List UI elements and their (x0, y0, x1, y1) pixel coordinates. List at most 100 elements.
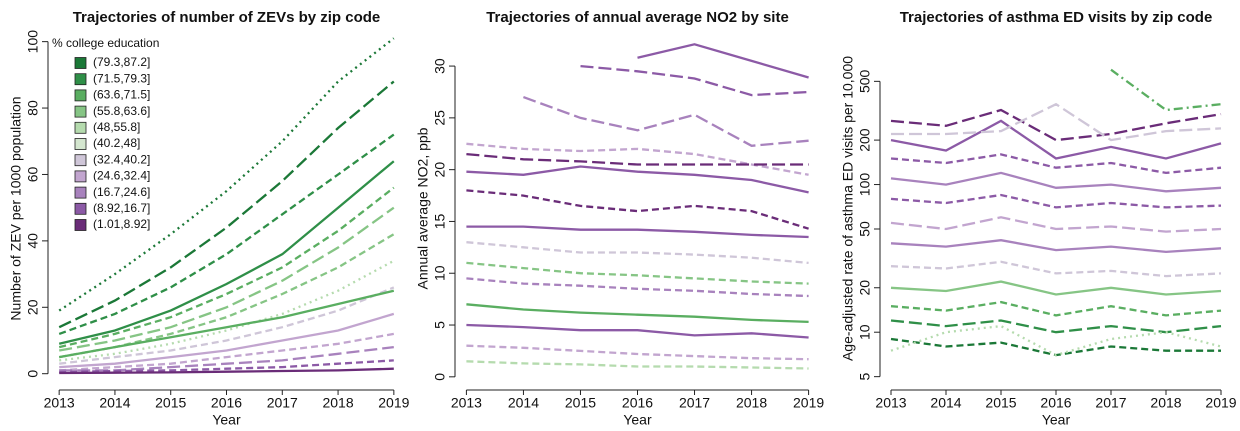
legend-label: (1.01,8.92] (93, 217, 150, 231)
trajectory-line (58, 160, 395, 345)
y-tick-label: 50 (857, 221, 873, 237)
trajectory-line (890, 319, 1222, 334)
trajectory-line (59, 367, 394, 375)
x-tick-label: 2014 (930, 395, 961, 411)
legend-swatch (74, 219, 87, 231)
trajectory-line (580, 64, 809, 97)
trajectory-line (891, 102, 1222, 142)
legend-swatch (74, 57, 87, 69)
trajectory-line (466, 142, 809, 176)
trajectory-line (58, 37, 395, 312)
legend-swatch (74, 202, 87, 215)
trajectory-line (466, 189, 809, 230)
x-tick-label: 2016 (622, 395, 653, 411)
legend-label: (8.92,16.7] (93, 201, 150, 215)
trajectory-line (58, 133, 395, 335)
legend-title: % college education (52, 36, 159, 50)
trajectory-line (890, 280, 1222, 296)
x-tick-label: 2014 (508, 395, 539, 411)
legend-swatch (74, 138, 87, 150)
trajectory-line (890, 260, 1222, 278)
y-tick-label: 25 (432, 110, 448, 126)
x-tick-label: 2015 (985, 395, 1016, 411)
legend-label: (79.3,87.2] (93, 55, 150, 69)
trajectory-line (58, 233, 395, 359)
legend-label: (71.5,79.3] (93, 71, 150, 85)
x-tick-label: 2013 (44, 395, 75, 411)
trajectory-line (59, 312, 395, 369)
legend-swatch (74, 186, 87, 199)
trajectory-line (59, 286, 395, 365)
trajectory-line (59, 332, 395, 372)
x-tick-label: 2016 (1040, 395, 1071, 411)
y-tick-label: 80 (25, 100, 41, 116)
y-tick-label: 5 (857, 373, 873, 381)
x-tick-label: 2017 (267, 395, 298, 411)
trajectory-line (58, 206, 395, 352)
trajectory-line (890, 300, 1222, 317)
trajectory-line (890, 171, 1222, 193)
legend-label: (55.8,63.6] (93, 104, 150, 118)
x-tick-label: 2018 (322, 395, 353, 411)
y-tick-label: 40 (25, 233, 41, 249)
x-tick-label: 2013 (875, 395, 906, 411)
trajectory-line (59, 359, 394, 374)
y-tick-label: 0 (25, 370, 41, 378)
x-tick-label: 2018 (1150, 395, 1181, 411)
trajectory-line (1110, 68, 1222, 112)
x-tick-label: 2015 (565, 395, 596, 411)
trajectory-line (890, 337, 1221, 357)
y-tick-label: 20 (25, 299, 41, 315)
x-tick-label: 2014 (99, 395, 130, 411)
y-tick-label: 500 (857, 69, 873, 93)
legend-swatch (74, 121, 87, 134)
legend-swatch (74, 105, 87, 118)
trajectory-line (890, 119, 1222, 160)
trajectory-line (466, 303, 809, 324)
y-tick-label: 30 (432, 58, 448, 74)
legend-label: (40.2,48] (93, 136, 140, 150)
trajectory-line (466, 277, 809, 298)
legend-label: (63.6,71.5] (93, 88, 150, 102)
x-tick-label: 2019 (1205, 395, 1236, 411)
x-tick-label: 2017 (679, 395, 710, 411)
trajectory-line (890, 239, 1222, 254)
x-tick-label: 2019 (378, 395, 409, 411)
trajectory-line (466, 323, 809, 339)
trajectory-line (637, 43, 809, 79)
trajectory-line (466, 344, 809, 361)
x-tick-label: 2016 (211, 395, 242, 411)
x-tick-label: 2018 (736, 395, 767, 411)
panel-title: Trajectories of asthma ED visits by zip … (900, 9, 1213, 26)
y-tick-label: 60 (25, 166, 41, 182)
legend-swatch (74, 154, 87, 167)
y-axis-label: Age-adjusted rate of asthma ED visits pe… (840, 56, 856, 361)
x-axis-label: Year (1042, 412, 1071, 428)
legend-swatch (74, 89, 87, 102)
x-tick-label: 2015 (155, 395, 186, 411)
y-tick-label: 15 (432, 213, 448, 229)
panel-title: Trajectories of number of ZEVs by zip co… (73, 9, 381, 26)
trajectory-line (890, 324, 1222, 357)
legend: % college education (79.3,87.2] (71.5,79.3… (52, 36, 159, 231)
x-tick-label: 2019 (793, 395, 824, 411)
y-tick-label: 10 (857, 324, 873, 340)
trajectory-line (890, 193, 1222, 209)
legend-label: (48,55.8] (93, 120, 140, 134)
legend-swatch (74, 170, 87, 183)
trajectory-line (466, 165, 809, 194)
panel: Trajectories of number of ZEVs by zip co… (8, 9, 410, 428)
trajectory-line (890, 216, 1222, 233)
y-tick-label: 100 (857, 173, 873, 197)
y-axis-label: Annual average NO2, ppb (415, 127, 431, 289)
panel-title: Trajectories of annual average NO2 by si… (486, 9, 789, 26)
x-axis-label: Year (623, 412, 652, 428)
y-tick-label: 10 (432, 265, 448, 281)
trajectory-line (466, 152, 809, 166)
x-axis-label: Year (212, 412, 241, 428)
panel: Trajectories of asthma ED visits by zip … (840, 9, 1237, 428)
y-tick-label: 5 (432, 321, 448, 329)
y-tick-label: 100 (25, 30, 41, 54)
trajectory-line (58, 80, 395, 329)
trajectory-line (890, 153, 1222, 175)
